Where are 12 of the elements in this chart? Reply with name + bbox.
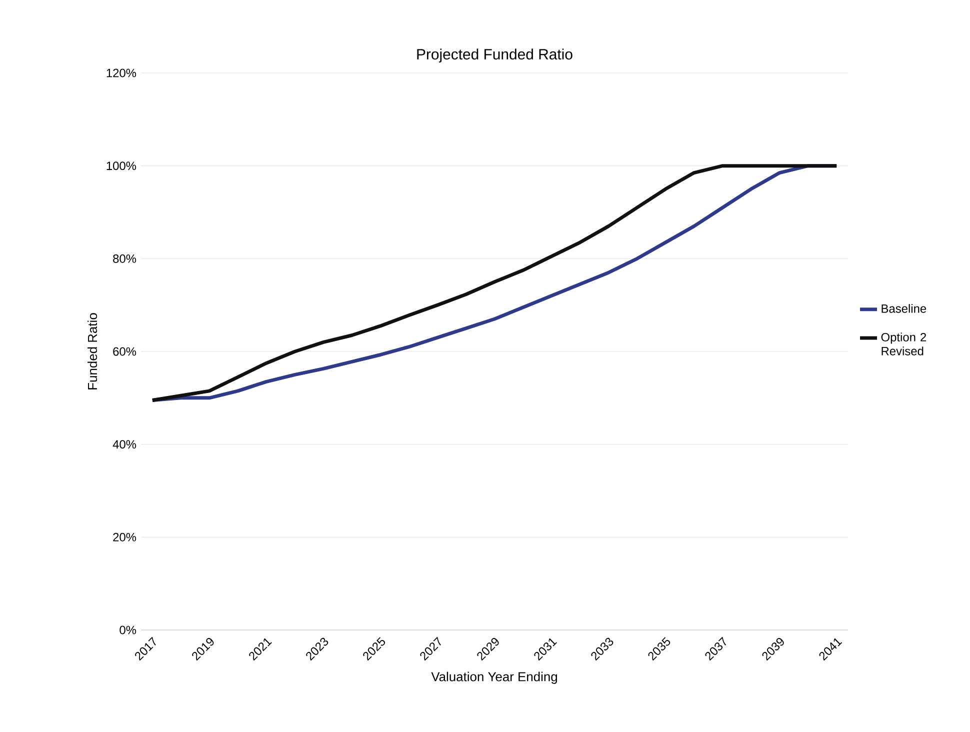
x-axis-title: Valuation Year Ending xyxy=(431,672,558,684)
legend-label: Option 2 Revised xyxy=(881,332,926,356)
chart-title: Projected Funded Ratio xyxy=(417,48,572,62)
y-tick-label: 60% xyxy=(113,347,136,356)
y-tick-label: 120% xyxy=(106,68,136,78)
y-tick-label: 100% xyxy=(106,162,136,170)
y-tick-label: 40% xyxy=(112,440,136,449)
legend-label: Baseline xyxy=(882,304,926,313)
y-tick-label: 20% xyxy=(113,532,136,542)
y-tick-label: 0% xyxy=(120,626,136,634)
y-tick-label: 80% xyxy=(113,254,136,263)
y-axis-title: Funded Ratio xyxy=(88,313,98,390)
